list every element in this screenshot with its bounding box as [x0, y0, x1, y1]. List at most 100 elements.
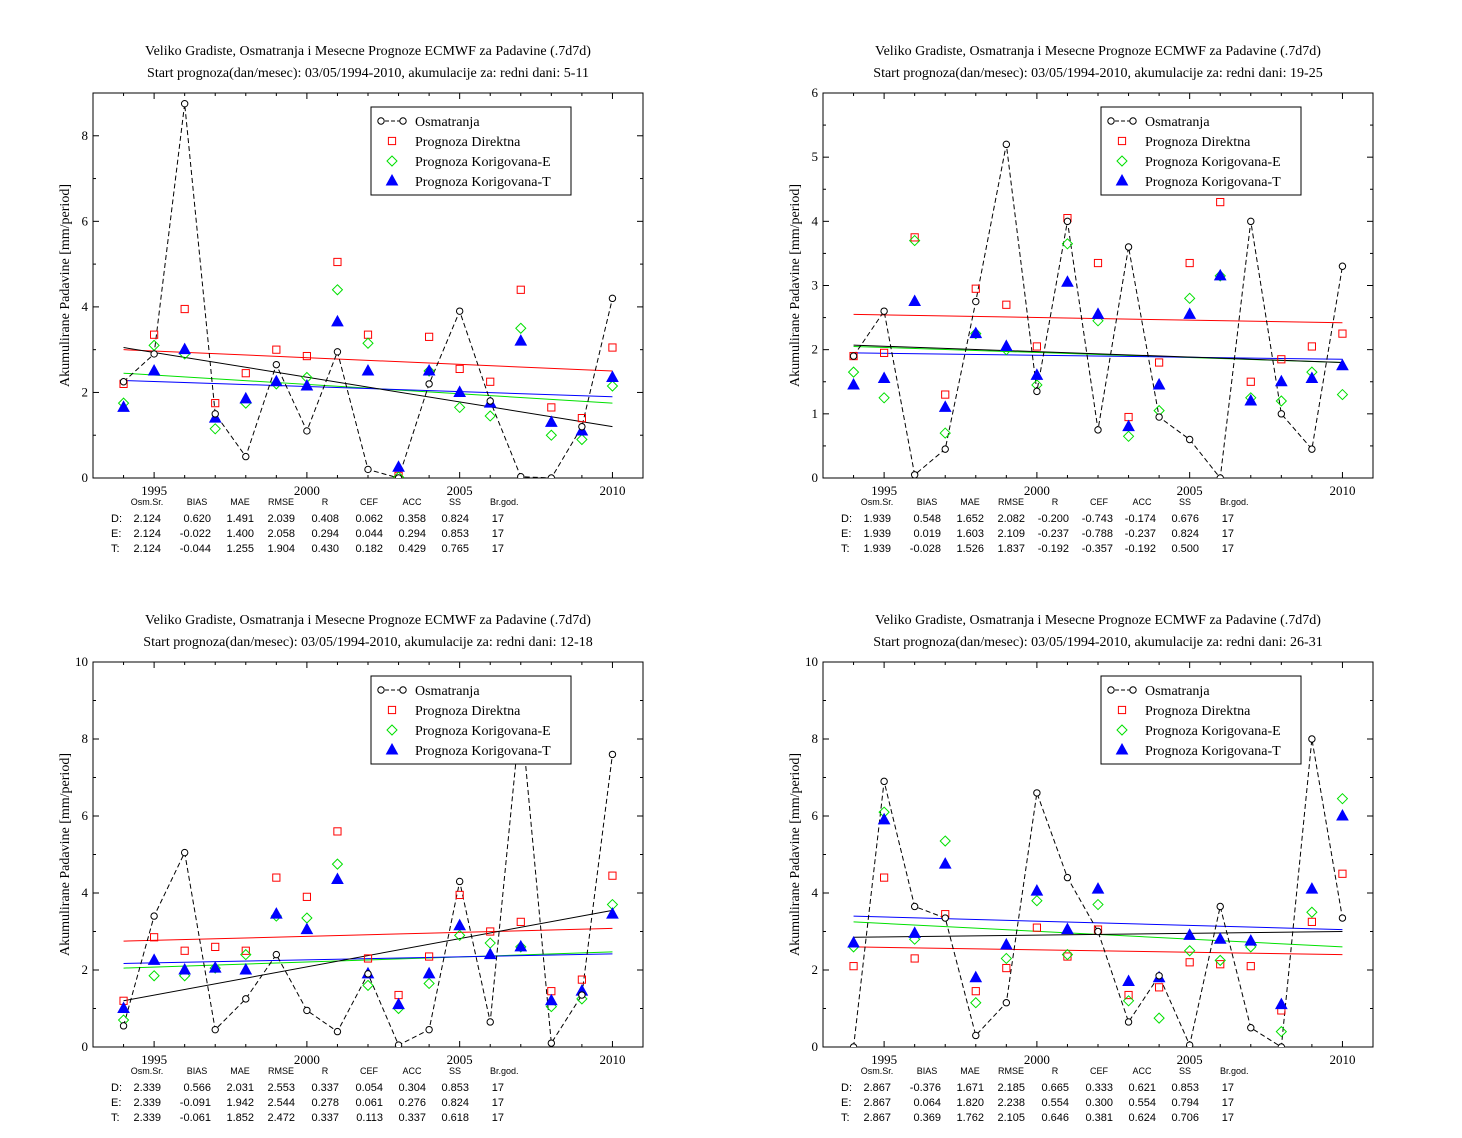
- legend-marker: [386, 155, 398, 167]
- stats-value: 0.624: [1128, 1112, 1156, 1124]
- y-tick-label: 0: [82, 470, 89, 485]
- data-point: [1032, 342, 1041, 351]
- legend-marker: [385, 173, 399, 186]
- data-point: [239, 962, 253, 975]
- stats-header: SS: [449, 497, 461, 507]
- series-4: [117, 314, 619, 472]
- trend-line-4: [123, 379, 613, 398]
- series-4: [117, 872, 619, 1013]
- data-point: [1306, 906, 1318, 918]
- y-tick-label: 0: [812, 470, 819, 485]
- stats-value: 0.665: [1041, 1082, 1069, 1094]
- stats-value: 0.304: [398, 1082, 426, 1094]
- x-tick-label: 1995: [871, 1052, 897, 1067]
- data-point: [272, 360, 281, 369]
- trend-line-2: [123, 349, 613, 372]
- y-tick-label: 1: [812, 406, 819, 421]
- trend-line-4: [123, 953, 613, 964]
- data-point: [880, 873, 889, 882]
- stats-row-label: E:: [111, 528, 121, 540]
- data-point: [394, 1041, 403, 1047]
- trend-line-1: [123, 909, 613, 1002]
- data-point: [364, 465, 372, 474]
- data-point: [606, 370, 619, 382]
- legend-marker: [399, 117, 407, 125]
- data-point: [1305, 371, 1319, 384]
- legend-entry: Prognoza Direktna: [415, 704, 521, 719]
- data-point: [1094, 426, 1102, 434]
- stats-header: BIAS: [917, 497, 938, 507]
- data-point: [1216, 197, 1225, 207]
- data-point: [847, 936, 860, 948]
- data-point: [1216, 902, 1224, 911]
- chart-panel-4: Veliko Gradiste, Osmatranja i Mesecne Pr…: [788, 613, 1374, 1124]
- y-tick-label: 8: [82, 731, 89, 746]
- stats-header: MAE: [230, 1066, 250, 1076]
- trend-line-3: [123, 951, 613, 969]
- data-point: [422, 966, 436, 979]
- data-point: [1308, 735, 1316, 743]
- stats-value: 17: [492, 1082, 504, 1094]
- data-point: [1063, 873, 1072, 882]
- stats-value: 17: [1222, 1082, 1234, 1094]
- plot-area: [117, 708, 619, 1047]
- data-point: [1124, 1018, 1133, 1026]
- data-point: [971, 987, 980, 996]
- data-point: [300, 378, 314, 391]
- stats-row-label: D:: [111, 513, 122, 525]
- data-point: [301, 912, 313, 924]
- y-tick-label: 2: [82, 962, 89, 977]
- data-point: [941, 445, 949, 453]
- data-point: [999, 339, 1013, 351]
- legend-entry: Prognoza Korigovana-E: [415, 155, 551, 170]
- stats-value: 1.820: [956, 1097, 984, 1109]
- stats-value: -0.022: [180, 528, 211, 540]
- data-point: [364, 970, 372, 978]
- legend-entry: Prognoza Korigovana-E: [415, 724, 551, 739]
- stats-value: 0.548: [913, 513, 941, 525]
- data-point: [849, 352, 858, 360]
- data-point: [1247, 1024, 1255, 1032]
- legend-marker: [1129, 117, 1137, 125]
- y-axis-label: Akumulirane Padavine [mm/period]: [788, 753, 803, 956]
- data-point: [1216, 474, 1224, 478]
- plot-area: [847, 735, 1349, 1047]
- stats-value: -0.788: [1082, 528, 1113, 540]
- stats-header: SS: [1179, 497, 1191, 507]
- data-point: [119, 378, 128, 386]
- data-point: [300, 922, 314, 935]
- data-point: [877, 371, 891, 384]
- stats-value: 2.031: [226, 1082, 254, 1094]
- data-point: [516, 917, 525, 926]
- stats-value: 2.339: [133, 1097, 161, 1109]
- data-point: [272, 950, 281, 959]
- stats-value: 2.867: [863, 1082, 891, 1094]
- data-point: [1061, 922, 1074, 935]
- data-point: [1213, 268, 1227, 281]
- x-tick-label: 2000: [294, 483, 320, 498]
- data-point: [1274, 997, 1288, 1010]
- data-point: [1277, 355, 1286, 364]
- data-point: [1244, 934, 1258, 946]
- data-point: [455, 890, 464, 900]
- stats-value: 2.867: [863, 1112, 891, 1124]
- stats-value: -0.743: [1082, 513, 1113, 525]
- data-point: [1000, 952, 1013, 965]
- data-point: [1061, 238, 1074, 250]
- stats-header: SS: [1179, 1066, 1191, 1076]
- stats-value: 2.124: [133, 513, 161, 525]
- y-tick-label: 4: [812, 885, 819, 900]
- data-point: [969, 970, 983, 983]
- stats-value: 2.039: [267, 513, 295, 525]
- data-point: [1002, 300, 1011, 309]
- stats-value: -0.091: [180, 1097, 211, 1109]
- data-point: [1338, 869, 1347, 878]
- stats-value: -0.174: [1125, 513, 1156, 525]
- data-point: [577, 975, 586, 984]
- stats-row-label: D:: [841, 1082, 852, 1094]
- data-point: [1124, 243, 1133, 251]
- chart-subtitle: Start prognoza(dan/mesec): 03/05/1994-20…: [143, 635, 592, 650]
- data-point: [1091, 307, 1105, 319]
- stats-value: 1.255: [226, 543, 254, 555]
- data-point: [147, 953, 161, 965]
